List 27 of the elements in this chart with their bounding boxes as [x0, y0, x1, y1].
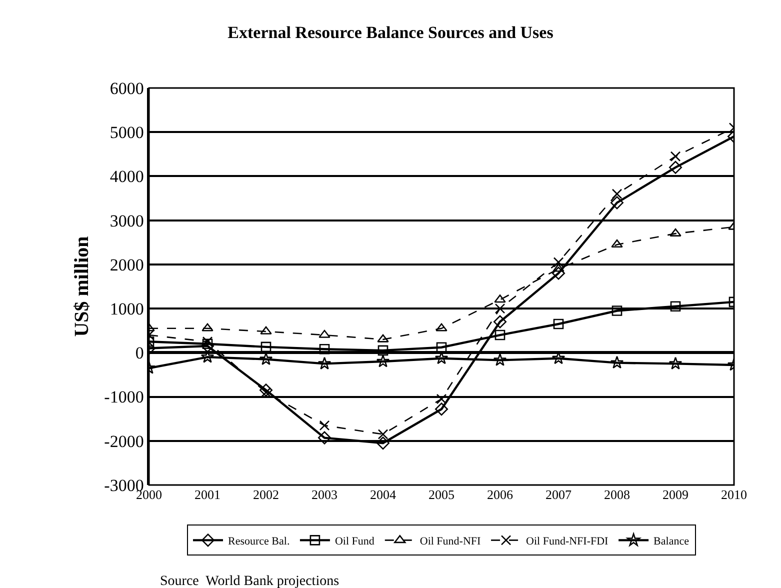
legend-label: Oil Fund-NFI [420, 535, 482, 548]
y-tick-label: -1000 [104, 388, 144, 407]
y-tick-label: 5000 [110, 123, 144, 142]
y-tick-label: -2000 [104, 432, 144, 451]
y-tick-label: 0 [135, 344, 144, 363]
chart-title: External Resource Balance Sources and Uses [228, 22, 554, 42]
x-tick-label: 2005 [428, 487, 454, 502]
y-tick-label: 1000 [110, 300, 144, 319]
y-tick-label: 4000 [110, 167, 144, 186]
y-axis-title: US$ million [71, 236, 94, 337]
legend-label: Oil Fund-NFI-FDI [526, 535, 609, 548]
x-tick-label: 2001 [194, 487, 220, 502]
x-tick-label: 2003 [312, 487, 338, 502]
legend-label: Balance [654, 535, 690, 548]
x-tick-label: 2006 [487, 487, 514, 502]
x-tick-label: 2009 [662, 487, 688, 502]
x-tick-label: 2010 [721, 487, 747, 502]
y-tick-label: 6000 [110, 78, 144, 98]
x-tick-label: 2007 [546, 487, 572, 502]
x-tick-label: 2008 [604, 487, 630, 502]
x-tick-label: 2004 [370, 487, 396, 502]
legend-label: Oil Fund [334, 535, 375, 548]
source-note: Source World Bank projections [160, 574, 340, 588]
x-tick-label: 2002 [253, 487, 279, 502]
legend-label: Resource Bal. [228, 535, 290, 548]
y-tick-label: 2000 [110, 255, 144, 274]
y-tick-label: 3000 [110, 211, 144, 230]
